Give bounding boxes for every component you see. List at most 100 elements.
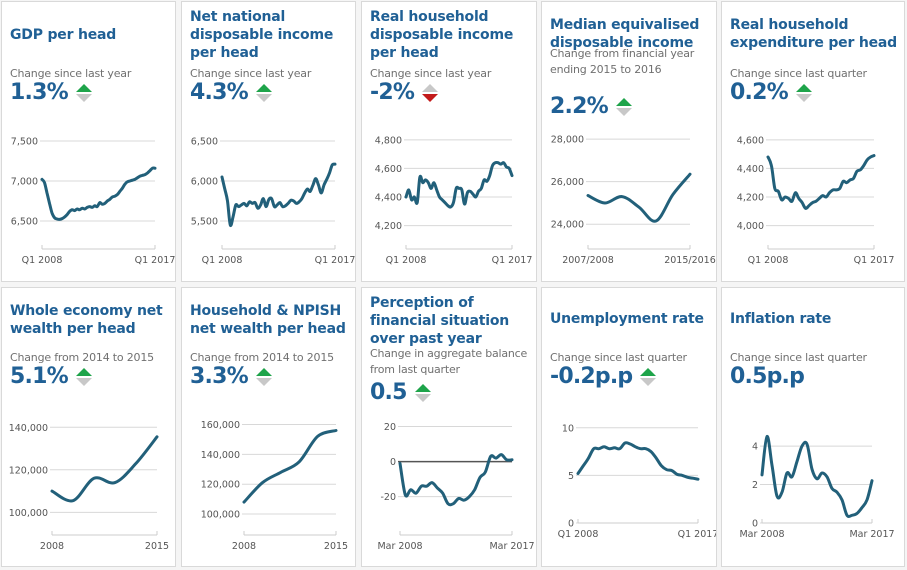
series-line (40, 166, 157, 221)
line-chart: 100,000 120,000 140,000 2008 2015 (9, 423, 169, 552)
change-value: -0.2p.p (550, 364, 633, 389)
y-tick-label: 0 (752, 519, 758, 530)
card-title: Whole economy net wealth per head (10, 303, 163, 337)
change-value: 2.2% (550, 94, 609, 119)
x-tick-label: Mar 2008 (739, 529, 784, 540)
y-tick-label: 26,000 (551, 177, 584, 188)
series-line (242, 429, 338, 504)
x-tick-label: 2008 (40, 541, 64, 552)
y-tick-label: 6,000 (191, 177, 218, 188)
y-tick-label: 100,000 (201, 510, 240, 521)
up-arrow-icon (255, 84, 272, 102)
y-tick-label: 4,600 (375, 164, 402, 175)
x-tick-label: Q1 2017 (678, 529, 716, 540)
y-tick-label: 7,500 (11, 137, 38, 148)
change-value-row: 3.3% (190, 364, 273, 390)
up-arrow-icon (640, 368, 657, 386)
change-value-row: -2% (370, 80, 439, 106)
change-value-row: 0.5p.p (730, 364, 805, 390)
change-value-row: 2.2% (550, 94, 633, 120)
series-line (220, 162, 337, 228)
y-tick-label: 2 (752, 480, 758, 491)
card-subtitle: Change since last quarter (550, 351, 687, 364)
y-tick-label: 5 (568, 471, 574, 482)
change-value: 0.2% (730, 80, 789, 105)
x-tick-label: Q1 2008 (22, 255, 63, 266)
change-value: 0.5 (370, 380, 407, 405)
indicator-card[interactable]: Real household expenditure per head Chang… (721, 1, 905, 282)
y-tick-label: 140,000 (9, 423, 48, 434)
line-chart: 24,000 26,000 28,000 2007/2008 2015/2016 (551, 135, 716, 266)
indicator-card[interactable]: GDP per head Change since last year 1.3% 6,… (1, 1, 176, 282)
change-value: 5.1% (10, 364, 69, 389)
x-tick-label: 2007/2008 (562, 255, 614, 266)
y-tick-label: 4,800 (375, 135, 402, 146)
change-value: 4.3% (190, 80, 249, 105)
y-tick-label: 120,000 (201, 480, 240, 491)
indicator-card[interactable]: Whole economy net wealth per head Change … (1, 287, 176, 567)
y-tick-label: 0 (568, 519, 574, 530)
x-tick-label: Q1 2008 (748, 255, 789, 266)
up-arrow-icon (255, 368, 272, 386)
y-tick-label: 24,000 (551, 220, 584, 231)
x-tick-label: Q1 2008 (202, 255, 243, 266)
change-value: 0.5p.p (730, 364, 805, 389)
card-subtitle: Change from 2014 to 2015 (10, 351, 154, 364)
y-tick-label: 140,000 (201, 450, 240, 461)
y-tick-label: 120,000 (9, 465, 48, 476)
line-chart: 0 2 4 Mar 2008 Mar 2017 (739, 434, 895, 540)
line-chart: 0 5 10 Q1 2008 Q1 2017 (558, 423, 716, 540)
x-tick-label: Mar 2008 (377, 541, 422, 552)
y-tick-label: 6,500 (11, 217, 38, 228)
y-tick-label: 4,400 (375, 193, 402, 204)
line-chart: 100,000 120,000 140,000 160,000 2008 2015 (201, 420, 348, 552)
up-arrow-icon (75, 368, 92, 386)
indicator-card[interactable]: Median equivalised disposable income Chan… (541, 1, 717, 282)
y-tick-label: 20 (384, 422, 396, 433)
x-tick-label: Q1 2008 (558, 529, 599, 540)
x-tick-label: 2015/2016 (664, 255, 716, 266)
indicator-card[interactable]: Inflation rate Change since last quarter 0… (721, 287, 905, 567)
line-chart: -20 0 20 Mar 2008 Mar 2017 (377, 422, 534, 552)
y-tick-label: 4 (752, 442, 758, 453)
y-tick-label: 7,000 (11, 177, 38, 188)
change-value-row: 0.2% (730, 80, 813, 106)
change-value: 3.3% (190, 364, 249, 389)
card-title: Net national disposable income per head (190, 9, 334, 61)
indicator-card[interactable]: Household & NPISH net wealth per head Cha… (181, 287, 356, 567)
x-tick-label: Q1 2017 (135, 255, 175, 266)
y-tick-label: 4,400 (737, 164, 764, 175)
line-chart: 4,000 4,200 4,400 4,600 Q1 2008 Q1 2017 (737, 135, 895, 266)
indicator-card[interactable]: Real household disposable income per hea… (361, 1, 537, 282)
series-line (586, 172, 692, 223)
change-value-row: 5.1% (10, 364, 93, 390)
card-title: Unemployment rate (550, 311, 704, 327)
indicator-card[interactable]: Perception of financial situation over p… (361, 287, 537, 567)
card-title: Real household disposable income per hea… (370, 9, 514, 61)
indicator-card[interactable]: Unemployment rate Change since last quart… (541, 287, 717, 567)
change-value: -2% (370, 80, 415, 105)
card-title: Median equivalised disposable income (550, 17, 700, 51)
y-tick-label: 5,500 (191, 217, 218, 228)
card-subtitle: Change since last year (190, 67, 312, 80)
x-tick-label: Q1 2017 (492, 255, 533, 266)
series-line (398, 453, 514, 507)
change-value-row: 4.3% (190, 80, 273, 106)
y-tick-label: 4,200 (375, 221, 402, 232)
y-tick-label: 28,000 (551, 135, 584, 146)
x-tick-label: Q1 2008 (386, 255, 427, 266)
up-arrow-icon (615, 98, 632, 116)
x-tick-label: Q1 2017 (854, 255, 895, 266)
x-tick-label: Q1 2017 (315, 255, 355, 266)
change-value-row: 0.5 (370, 380, 432, 406)
line-chart: 4,200 4,400 4,600 4,800 Q1 2008 Q1 2017 (375, 135, 533, 266)
y-tick-label: 100,000 (9, 508, 48, 519)
up-arrow-icon (75, 84, 92, 102)
x-tick-label: Mar 2017 (849, 529, 894, 540)
change-value-row: -0.2p.p (550, 364, 657, 390)
series-line (760, 434, 874, 519)
up-arrow-icon (795, 84, 812, 102)
indicator-card[interactable]: Net national disposable income per head C… (181, 1, 356, 282)
card-subtitle: Change from financial year ending 2015 t… (550, 47, 695, 76)
